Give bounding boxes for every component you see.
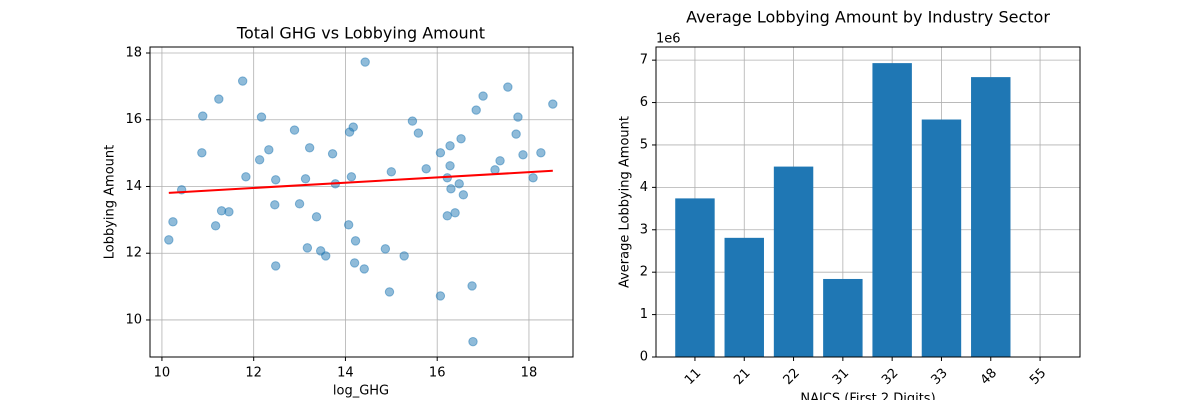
- scatter-point: [304, 143, 315, 153]
- scatter-point: [224, 207, 234, 217]
- y-tick-label: 3: [640, 222, 648, 237]
- trend-line: [168, 169, 553, 194]
- scatter-point: [450, 208, 460, 218]
- scatter-point: [468, 336, 478, 347]
- scatter-point: [349, 258, 360, 268]
- chart-title: Average Lobbying Amount by Industry Sect…: [686, 8, 1050, 27]
- chart-title: Total GHG vs Lobbying Amount: [236, 24, 485, 43]
- y-tick-label: 0: [640, 350, 648, 365]
- scatter-point: [511, 129, 521, 139]
- x-axis-label: log_GHG: [333, 384, 389, 399]
- scatter-point: [528, 173, 538, 183]
- scatter-point: [241, 172, 251, 182]
- y-tick-label: 12: [125, 246, 142, 261]
- axis-offset-label: 1e6: [656, 32, 681, 47]
- bar: [675, 198, 715, 357]
- x-axis-label: NAICS (First 2 Digits): [800, 392, 935, 400]
- scatter-point: [302, 243, 313, 253]
- scatter-point: [256, 112, 267, 122]
- bar: [724, 237, 764, 357]
- scatter-point: [399, 251, 409, 261]
- scatter-point: [513, 112, 523, 122]
- y-tick-label: 14: [125, 179, 142, 194]
- x-tick-label: 16: [429, 366, 446, 381]
- scatter-point: [445, 161, 455, 171]
- scatter-point: [254, 155, 265, 165]
- scatter-point: [386, 167, 397, 177]
- scatter-point: [446, 184, 456, 194]
- scatter-point: [350, 236, 361, 246]
- bar: [921, 119, 962, 358]
- x-tick-label: 14: [337, 366, 354, 381]
- scatter-point: [456, 134, 466, 144]
- scatter-point: [237, 76, 248, 86]
- scatter-point: [495, 156, 505, 166]
- scatter-point: [413, 128, 424, 138]
- scatter-point: [198, 111, 208, 121]
- scatter-point: [445, 141, 455, 151]
- bar: [872, 63, 912, 358]
- scatter-point: [271, 175, 281, 185]
- scatter-point: [407, 116, 418, 126]
- scatter-point: [435, 291, 446, 301]
- scatter-point: [346, 172, 357, 182]
- scatter-point: [454, 179, 464, 189]
- x-tick-label: 12: [245, 366, 262, 381]
- scatter-point: [490, 165, 500, 175]
- y-tick-label: 16: [125, 112, 142, 127]
- scatter-point: [270, 200, 280, 210]
- scatter-point: [294, 199, 305, 209]
- scatter-point: [442, 211, 452, 221]
- scatter-point: [321, 251, 331, 261]
- scatter-point: [536, 148, 546, 158]
- scatter-point: [271, 261, 281, 271]
- bar: [773, 166, 814, 357]
- axes-frame: [149, 46, 574, 358]
- scatter-point: [548, 99, 558, 109]
- bar: [971, 77, 1011, 357]
- y-tick-label: 18: [125, 46, 142, 61]
- axes-frame: [655, 46, 1081, 358]
- scatter-point: [214, 94, 224, 104]
- scatter-point: [359, 264, 369, 274]
- y-tick-label: 7: [640, 53, 648, 68]
- scatter-point: [168, 217, 178, 227]
- bar: [823, 278, 863, 357]
- y-tick-label: 6: [640, 95, 648, 110]
- scatter-point: [518, 150, 528, 160]
- y-tick-label: 10: [125, 312, 142, 327]
- scatter-point: [471, 105, 481, 115]
- scatter-point: [311, 212, 322, 222]
- scatter-point: [360, 57, 370, 67]
- x-tick-label: 18: [521, 366, 538, 381]
- y-axis-label: Lobbying Amount: [103, 145, 118, 260]
- y-axis-label: Average Lobbying Amount: [618, 116, 633, 288]
- scatter-point: [327, 149, 338, 159]
- scatter-point: [503, 82, 513, 92]
- scatter-point: [380, 244, 391, 254]
- scatter-point: [210, 221, 221, 231]
- scatter-point: [348, 122, 358, 132]
- y-tick-label: 2: [640, 265, 648, 280]
- scatter-point: [421, 164, 431, 174]
- y-tick-label: 1: [640, 307, 648, 322]
- scatter-point: [435, 148, 446, 158]
- scatter-point: [264, 145, 274, 155]
- y-tick-label: 5: [640, 137, 648, 152]
- scatter-point: [384, 287, 395, 297]
- scatter-point: [343, 220, 354, 230]
- y-tick-label: 4: [640, 180, 648, 195]
- scatter-point: [478, 91, 488, 101]
- scatter-point: [300, 174, 311, 184]
- scatter-point: [197, 148, 207, 158]
- scatter-point: [289, 125, 300, 135]
- scatter-point: [164, 235, 174, 245]
- scatter-point: [458, 190, 469, 200]
- x-tick-label: 10: [154, 366, 171, 381]
- scatter-point: [467, 281, 477, 291]
